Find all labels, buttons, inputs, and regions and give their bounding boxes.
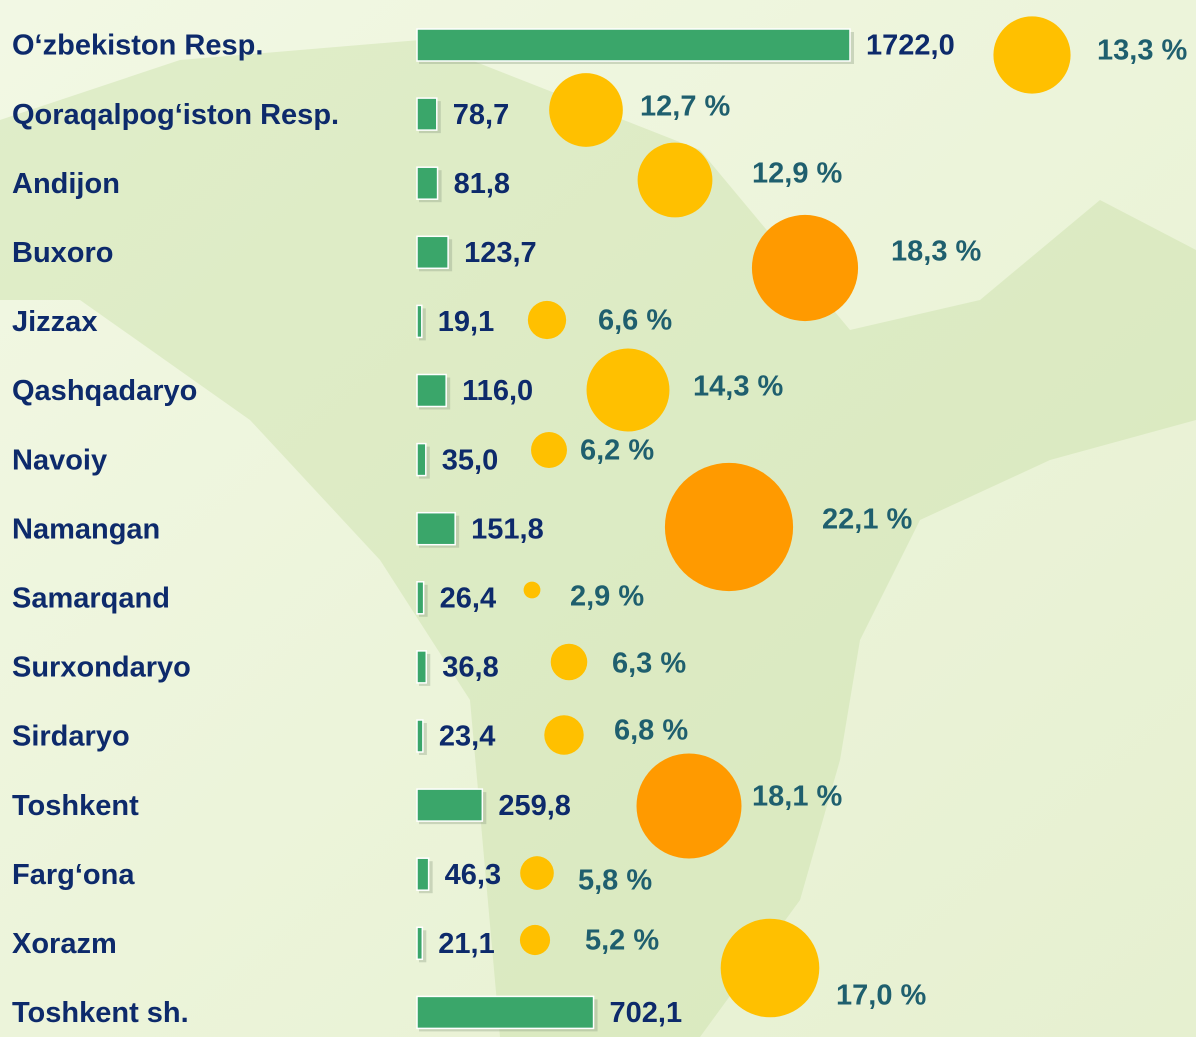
bubble bbox=[720, 918, 820, 1018]
bubble bbox=[527, 300, 567, 340]
category-label: Andijon bbox=[12, 168, 120, 200]
category-label: Namangan bbox=[12, 513, 160, 545]
bar-value-label: 259,8 bbox=[498, 790, 571, 822]
map-shape bbox=[0, 40, 1196, 1037]
bubble bbox=[550, 643, 588, 681]
category-label: Samarqand bbox=[12, 582, 170, 614]
bar-value-label: 36,8 bbox=[442, 652, 498, 684]
bubble bbox=[544, 715, 584, 755]
category-label: Sirdaryo bbox=[12, 721, 130, 753]
bubble bbox=[523, 581, 541, 599]
category-label: Buxoro bbox=[12, 237, 114, 269]
category-label: Navoiy bbox=[12, 444, 107, 476]
bar bbox=[416, 97, 438, 131]
bar-value-label: 123,7 bbox=[464, 237, 537, 269]
percent-label: 12,9 % bbox=[752, 158, 842, 190]
bar bbox=[416, 166, 439, 200]
bar bbox=[416, 511, 456, 546]
bar bbox=[416, 995, 595, 1030]
percent-label: 6,6 % bbox=[598, 305, 672, 337]
bar-value-label: 35,0 bbox=[442, 444, 498, 476]
bar bbox=[416, 857, 430, 891]
percent-label: 22,1 % bbox=[822, 504, 912, 536]
bar-value-label: 19,1 bbox=[438, 306, 494, 338]
percent-label: 5,8 % bbox=[578, 865, 652, 897]
percent-label: 17,0 % bbox=[836, 980, 926, 1012]
category-label: O‘zbekiston Resp. bbox=[12, 30, 263, 62]
percent-label: 18,1 % bbox=[752, 781, 842, 813]
bubble bbox=[751, 214, 859, 322]
bar bbox=[416, 788, 484, 822]
bar-value-label: 21,1 bbox=[438, 928, 494, 960]
percent-label: 2,9 % bbox=[570, 581, 644, 613]
category-label: Qoraqalpog‘iston Resp. bbox=[12, 99, 339, 131]
bar bbox=[416, 373, 447, 408]
bubble bbox=[520, 856, 554, 890]
percent-label: 13,3 % bbox=[1097, 35, 1187, 67]
bar-value-label: 78,7 bbox=[453, 99, 509, 131]
percent-label: 14,3 % bbox=[693, 371, 783, 403]
bar-value-label: 116,0 bbox=[462, 375, 533, 407]
bar bbox=[416, 581, 425, 615]
bar-value-label: 151,8 bbox=[471, 513, 544, 545]
category-label: Surxondaryo bbox=[12, 652, 191, 684]
bar-value-label: 81,8 bbox=[454, 168, 510, 200]
category-label: Jizzax bbox=[12, 306, 97, 338]
bubble bbox=[636, 753, 742, 859]
percent-label: 6,8 % bbox=[614, 715, 688, 747]
bubble bbox=[637, 142, 713, 218]
bar bbox=[416, 926, 424, 961]
bubble bbox=[519, 924, 551, 956]
category-label: Xorazm bbox=[12, 928, 117, 960]
percent-label: 5,2 % bbox=[585, 925, 659, 957]
percent-label: 6,2 % bbox=[580, 435, 654, 467]
category-label: Toshkent sh. bbox=[12, 997, 189, 1029]
bar-value-label: 23,4 bbox=[439, 721, 495, 753]
bar bbox=[416, 28, 851, 62]
bar-value-label: 1722,0 bbox=[866, 30, 955, 62]
bar bbox=[416, 304, 423, 339]
category-label: Toshkent bbox=[12, 790, 139, 822]
bubble bbox=[549, 73, 623, 147]
category-label: Qashqadaryo bbox=[12, 375, 197, 407]
bubble bbox=[664, 462, 794, 592]
bubble bbox=[993, 16, 1071, 94]
bar bbox=[416, 719, 424, 753]
percent-label: 6,3 % bbox=[612, 648, 686, 680]
category-label: Farg‘ona bbox=[12, 859, 135, 891]
bar-value-label: 702,1 bbox=[610, 997, 683, 1029]
bar bbox=[416, 442, 427, 477]
bubble bbox=[586, 348, 670, 432]
bar bbox=[416, 650, 428, 684]
bar bbox=[416, 235, 449, 270]
bar-value-label: 46,3 bbox=[445, 859, 501, 891]
bubble bbox=[531, 432, 567, 468]
bar-value-label: 26,4 bbox=[440, 582, 496, 614]
percent-label: 12,7 % bbox=[640, 91, 730, 123]
percent-label: 18,3 % bbox=[891, 236, 981, 268]
